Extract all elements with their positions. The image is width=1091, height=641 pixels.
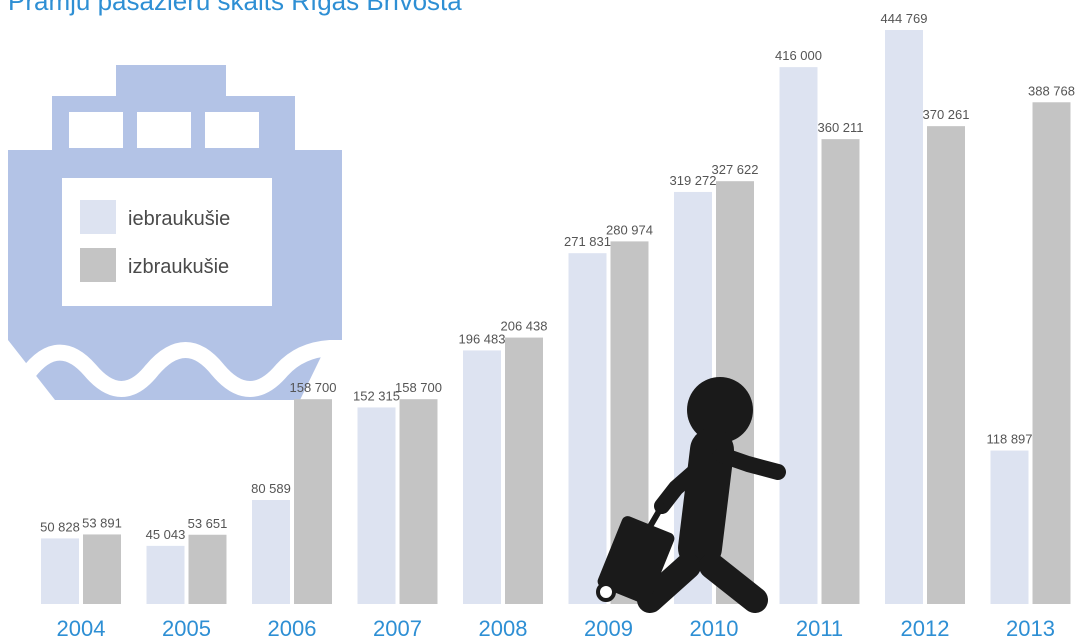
bar-iebraukusie-2007 (357, 407, 396, 604)
value-label-izbraukusie-2009: 280 974 (606, 222, 653, 237)
bar-izbraukusie-2008 (505, 337, 543, 604)
x-tick-label-2011: 2011 (796, 616, 843, 641)
bar-izbraukusie-2013 (1032, 102, 1071, 604)
bar-izbraukusie-2012 (927, 126, 965, 604)
x-tick-label-2012: 2012 (901, 616, 950, 641)
value-label-izbraukusie-2010: 327 622 (712, 162, 759, 177)
legend: iebraukušie izbraukušie (80, 200, 230, 282)
value-label-izbraukusie-2011: 360 211 (817, 120, 863, 135)
value-label-iebraukusie-2009: 271 831 (564, 234, 611, 249)
bar-iebraukusie-2012 (885, 30, 923, 604)
value-label-izbraukusie-2006: 158 700 (290, 380, 337, 395)
value-label-iebraukusie-2008: 196 483 (459, 331, 506, 346)
value-label-izbraukusie-2005: 53 651 (188, 516, 228, 531)
chart-title: Prāmju pasažieru skaits Rīgas Brīvostā (8, 0, 462, 16)
x-tick-label-2010: 2010 (690, 616, 739, 641)
bar-izbraukusie-2004 (83, 534, 121, 604)
value-label-iebraukusie-2011: 416 000 (775, 48, 822, 63)
value-label-iebraukusie-2013: 118 897 (986, 432, 1032, 447)
legend-swatch-iebraukusie (80, 200, 116, 234)
bar-iebraukusie-2004 (41, 538, 79, 604)
value-label-iebraukusie-2006: 80 589 (251, 481, 291, 496)
legend-label-izbraukusie: izbraukušie (128, 256, 229, 278)
legend-label-iebraukusie: iebraukušie (128, 208, 230, 230)
bar-izbraukusie-2007 (399, 399, 438, 604)
x-tick-label-2013: 2013 (1006, 616, 1055, 641)
x-tick-label-2005: 2005 (162, 616, 211, 641)
bar-iebraukusie-2006 (252, 499, 290, 604)
year-labels: 2004 2005 2006 2007 2008 2009 2010 2011 2012 2013 (57, 616, 1055, 641)
legend-swatch-izbraukusie (80, 248, 116, 282)
bar-izbraukusie-2005 (188, 534, 227, 604)
value-label-iebraukusie-2007: 152 315 (353, 388, 400, 403)
ship-icon (8, 65, 342, 400)
bars (41, 30, 1071, 605)
x-tick-label-2004: 2004 (57, 616, 106, 641)
value-label-izbraukusie-2012: 370 261 (923, 107, 970, 122)
bar-izbraukusie-2011 (821, 139, 860, 605)
bar-iebraukusie-2011 (779, 67, 818, 604)
value-label-iebraukusie-2005: 45 043 (146, 527, 186, 542)
value-label-izbraukusie-2013: 388 768 (1028, 83, 1075, 98)
value-label-iebraukusie-2012: 444 769 (881, 11, 928, 26)
value-label-iebraukusie-2004: 50 828 (40, 519, 80, 534)
bar-izbraukusie-2006 (294, 399, 332, 604)
value-label-izbraukusie-2007: 158 700 (395, 380, 442, 395)
bar-iebraukusie-2008 (463, 350, 501, 604)
x-tick-label-2007: 2007 (373, 616, 422, 641)
x-tick-label-2006: 2006 (268, 616, 317, 641)
value-label-izbraukusie-2008: 206 438 (501, 319, 548, 334)
x-tick-label-2008: 2008 (479, 616, 528, 641)
bar-iebraukusie-2005 (146, 545, 185, 604)
value-label-iebraukusie-2010: 319 272 (670, 173, 717, 188)
bar-iebraukusie-2009 (568, 253, 607, 604)
value-label-izbraukusie-2004: 53 891 (82, 515, 122, 530)
x-tick-label-2009: 2009 (584, 616, 633, 641)
bar-iebraukusie-2013 (990, 450, 1029, 604)
traveler-with-suitcase-icon (596, 377, 786, 613)
